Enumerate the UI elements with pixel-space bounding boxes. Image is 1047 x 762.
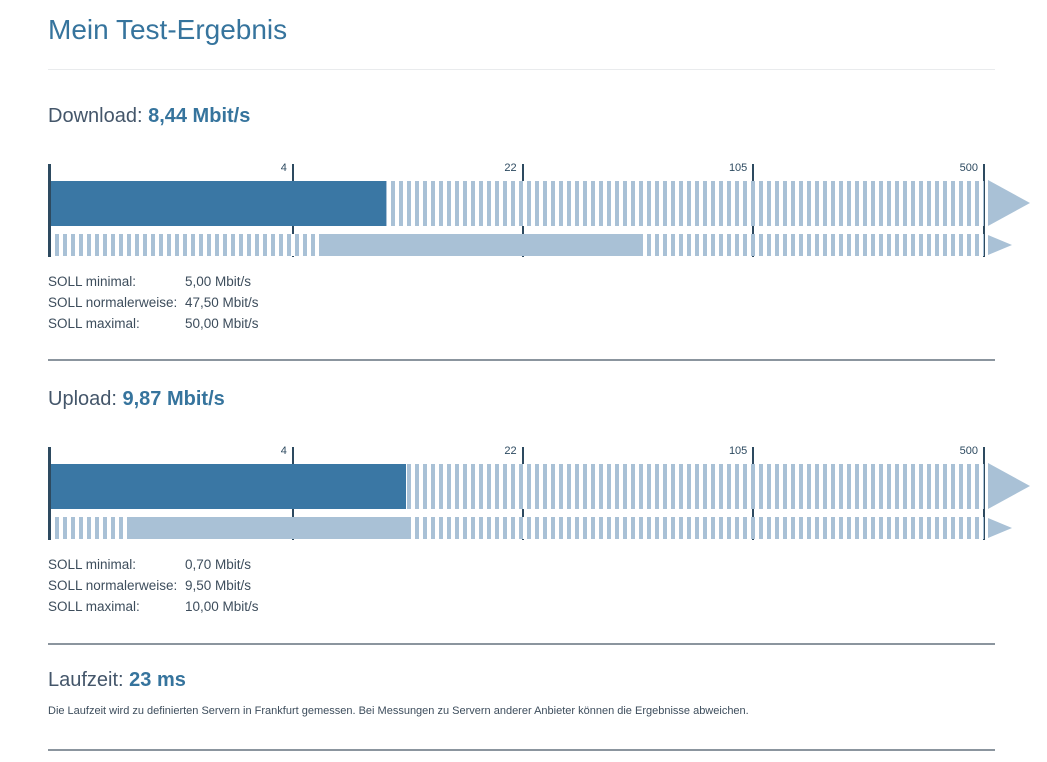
soll-row-label: SOLL minimal: xyxy=(48,557,137,572)
scale-overflow-arrow-icon xyxy=(988,463,1030,509)
scale-tick-line xyxy=(983,164,985,257)
soll-row-value: 0,70 Mbit/s xyxy=(185,557,252,572)
upload-label: Upload: xyxy=(48,388,117,410)
bottom-separator xyxy=(48,749,995,751)
laufzeit-value: 23 ms xyxy=(129,669,186,691)
soll-row-value: 47,50 Mbit/s xyxy=(185,295,259,310)
scale-tick-label: 4 xyxy=(280,162,287,174)
scale-tick-label: 22 xyxy=(504,162,517,174)
scale-overflow-arrow-small-icon xyxy=(988,235,1012,255)
soll-row-label: SOLL maximal: xyxy=(48,316,140,331)
soll-row-value: 10,00 Mbit/s xyxy=(185,599,259,614)
section-separator xyxy=(48,643,995,645)
soll-row-label: SOLL normalerweise: xyxy=(48,578,178,593)
soll-row-value: 50,00 Mbit/s xyxy=(185,316,259,331)
download-gauge: 4 22 105 500 xyxy=(48,160,1030,257)
target-range-bar xyxy=(51,517,984,539)
upload-value: 9,87 Mbit/s xyxy=(122,388,225,410)
upload-gauge: 4 22 105 500 xyxy=(48,443,1030,540)
scale-tick-label: 500 xyxy=(959,162,978,174)
soll-row-value: 5,00 Mbit/s xyxy=(185,274,252,289)
scale-tick-line xyxy=(49,164,51,257)
laufzeit-label: Laufzeit: xyxy=(48,669,124,691)
measured-fill xyxy=(51,181,386,226)
scale-overflow-arrow-icon xyxy=(988,180,1030,226)
measured-bar xyxy=(51,464,984,509)
upload-heading: Upload: 9,87 Mbit/s xyxy=(48,387,995,411)
soll-row-label: SOLL maximal: xyxy=(48,599,140,614)
soll-row-value: 9,50 Mbit/s xyxy=(185,578,252,593)
section-separator xyxy=(48,359,995,361)
laufzeit-note: Die Laufzeit wird zu definierten Servern… xyxy=(48,705,749,717)
title-separator xyxy=(48,69,995,70)
scale-tick-label: 105 xyxy=(728,162,748,174)
download-soll-table: SOLL minimal: 5,00 Mbit/s SOLL normalerw… xyxy=(48,271,995,334)
scale-tick-line xyxy=(983,447,985,540)
scale-tick-label: 105 xyxy=(728,445,748,457)
soll-row-label: SOLL minimal: xyxy=(48,274,137,289)
results-page: Mein Test-Ergebnis Download: 8,44 Mbit/s… xyxy=(48,0,1030,751)
target-range-bar xyxy=(51,234,984,256)
download-heading: Download: 8,44 Mbit/s xyxy=(48,104,995,128)
target-range-fill xyxy=(320,234,644,256)
download-label: Download: xyxy=(48,105,143,127)
download-value: 8,44 Mbit/s xyxy=(148,105,251,127)
upload-soll-table: SOLL minimal: 0,70 Mbit/s SOLL normalerw… xyxy=(48,554,995,617)
laufzeit-heading: Laufzeit: 23 ms xyxy=(48,668,995,692)
target-range-fill xyxy=(126,517,411,539)
scale-tick-label: 4 xyxy=(280,445,287,457)
soll-row-label: SOLL normalerweise: xyxy=(48,295,178,310)
scale-overflow-arrow-small-icon xyxy=(988,518,1012,538)
scale-tick-label: 500 xyxy=(959,445,978,457)
measured-fill xyxy=(51,464,407,509)
scale-tick-line xyxy=(49,447,51,540)
scale-tick-label: 22 xyxy=(504,445,517,457)
measured-bar xyxy=(51,181,984,226)
page-title: Mein Test-Ergebnis xyxy=(48,14,288,45)
